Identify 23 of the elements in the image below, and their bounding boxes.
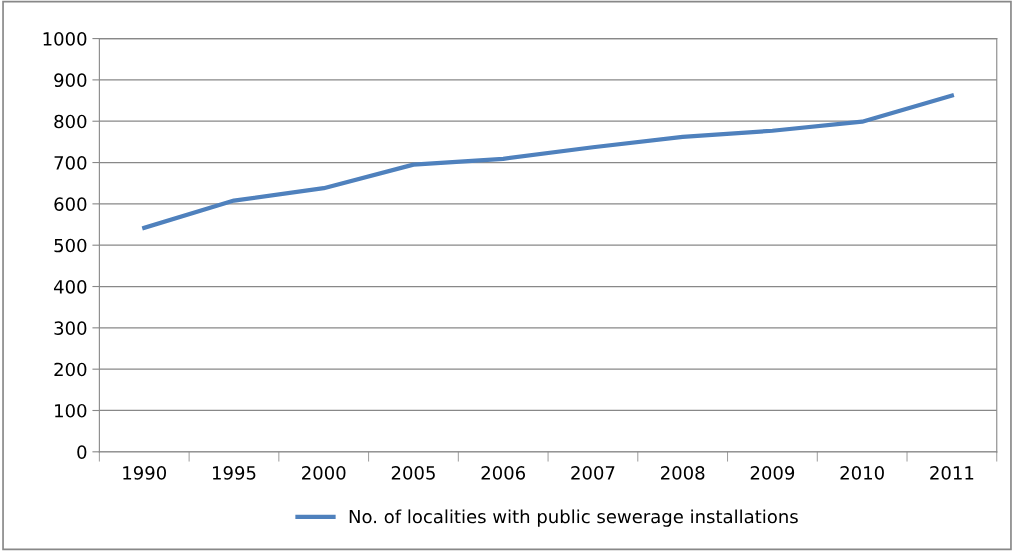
y-tick-label: 500 xyxy=(54,238,87,253)
x-tick-label: 2009 xyxy=(750,466,795,480)
x-tick-label: 2000 xyxy=(302,466,346,480)
legend-label: No. of localities with public sewerage installations xyxy=(349,509,798,527)
y-tick-label: 800 xyxy=(54,114,87,129)
y-tick-label: 100 xyxy=(55,403,87,418)
x-tick-label: 1990 xyxy=(123,466,167,480)
y-tick-label: 600 xyxy=(54,197,87,211)
y-tick-label: 700 xyxy=(54,156,87,170)
x-tick-label: 1995 xyxy=(212,466,256,480)
x-tick-label: 2007 xyxy=(571,466,615,480)
line-series xyxy=(142,93,954,230)
y-tick-label: 300 xyxy=(54,321,87,335)
x-tick-label: 2008 xyxy=(661,466,705,480)
y-tick-label: 400 xyxy=(53,279,87,294)
y-tick-label: 1000 xyxy=(43,32,87,46)
y-tick-label: 200 xyxy=(54,362,87,377)
x-tick-label: 2011 xyxy=(930,466,974,480)
x-tick-label: 2006 xyxy=(481,466,526,480)
x-tick-label: 2005 xyxy=(391,466,435,480)
y-tick-label: 900 xyxy=(54,73,87,88)
y-tick-label: 0 xyxy=(77,445,87,459)
x-tick-label: 2010 xyxy=(840,466,884,480)
